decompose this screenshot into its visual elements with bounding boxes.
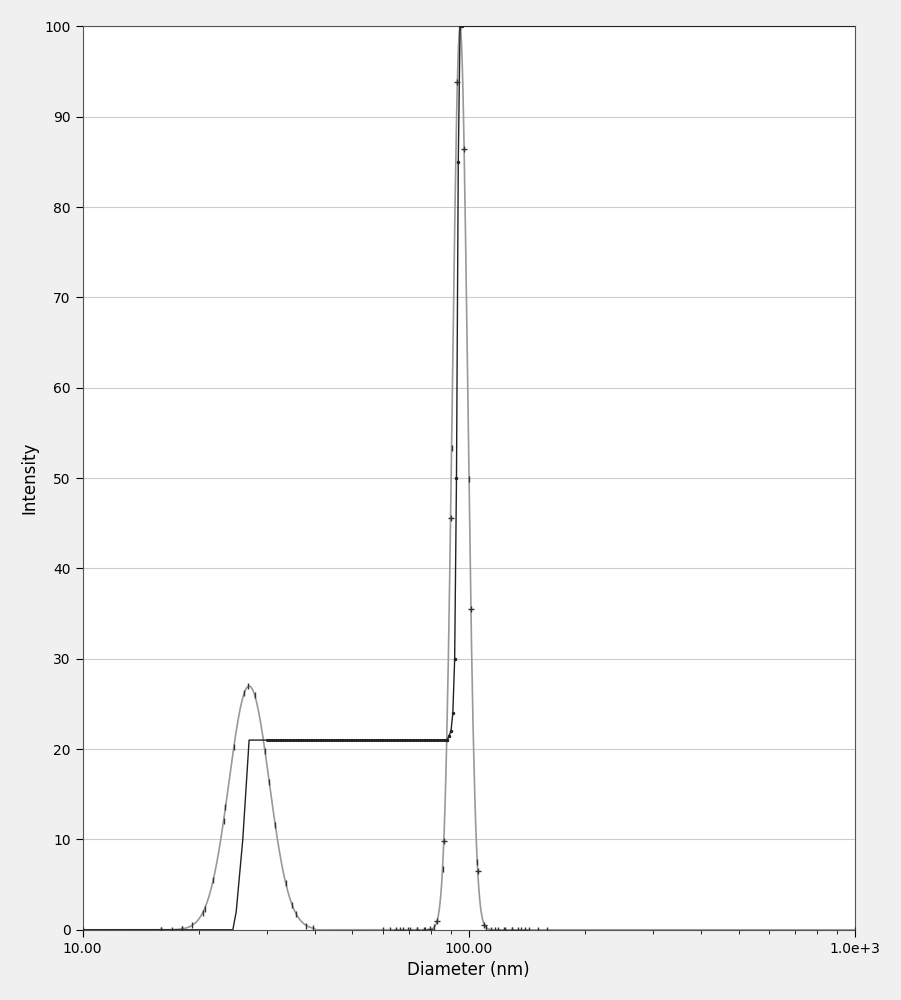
Y-axis label: Intensity: Intensity xyxy=(21,442,39,514)
X-axis label: Diameter (nm): Diameter (nm) xyxy=(407,961,530,979)
